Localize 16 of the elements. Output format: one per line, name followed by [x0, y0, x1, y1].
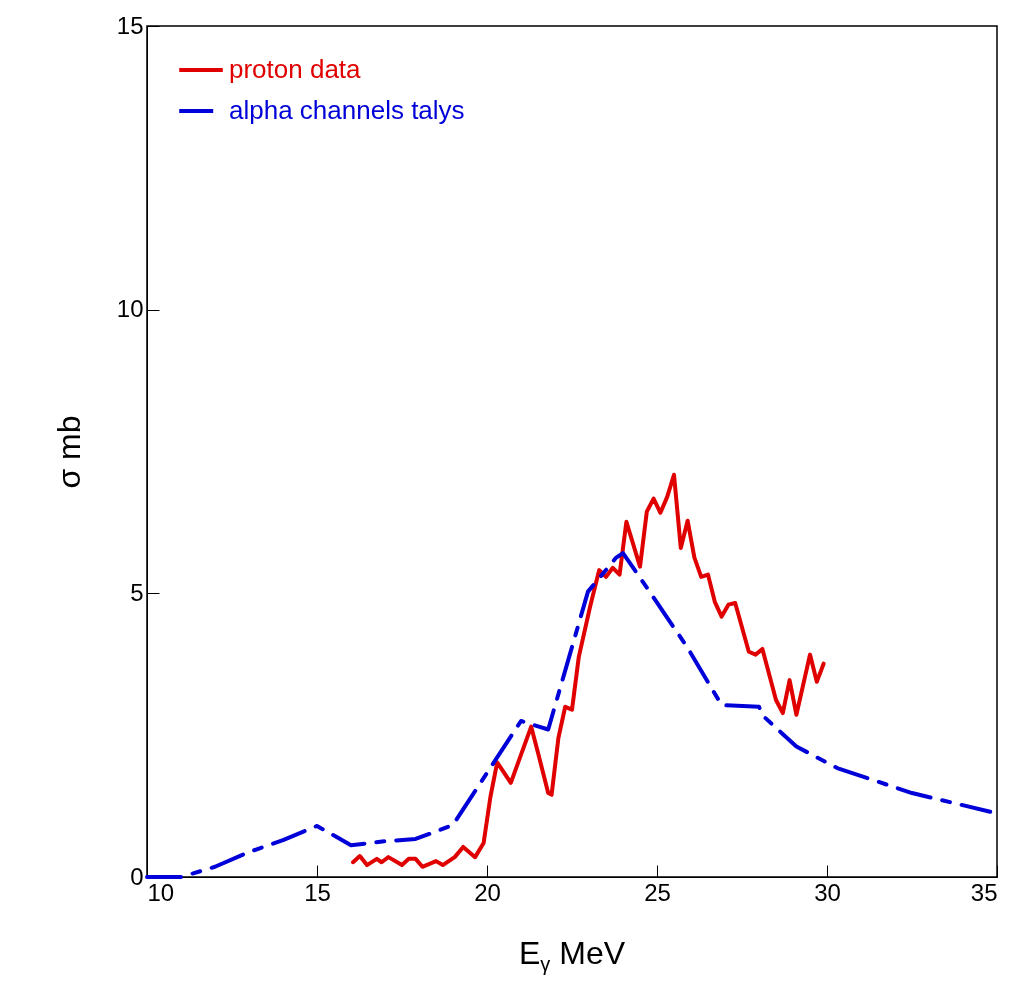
- x-axis-title: E$_{γ}$ MeV: [518, 935, 626, 977]
- x-tick-label: 10: [147, 878, 175, 906]
- y-tick-label: 5: [130, 578, 144, 606]
- line-series: [351, 472, 826, 869]
- y-axis-title: σ mb: [50, 415, 87, 489]
- legend-label: proton data: [229, 54, 362, 84]
- y-tick-label: 15: [116, 11, 144, 39]
- x-tick-label: 20: [474, 878, 501, 906]
- line-series: [145, 551, 993, 879]
- legend-label: alpha channels talys: [229, 95, 465, 125]
- x-tick-label: 15: [304, 878, 331, 906]
- x-tick-label: 25: [644, 878, 671, 906]
- y-tick-label: 10: [116, 295, 144, 323]
- x-tick-label: 30: [814, 878, 841, 906]
- x-tick-label: 35: [970, 878, 998, 906]
- y-tick-label: 0: [130, 862, 144, 890]
